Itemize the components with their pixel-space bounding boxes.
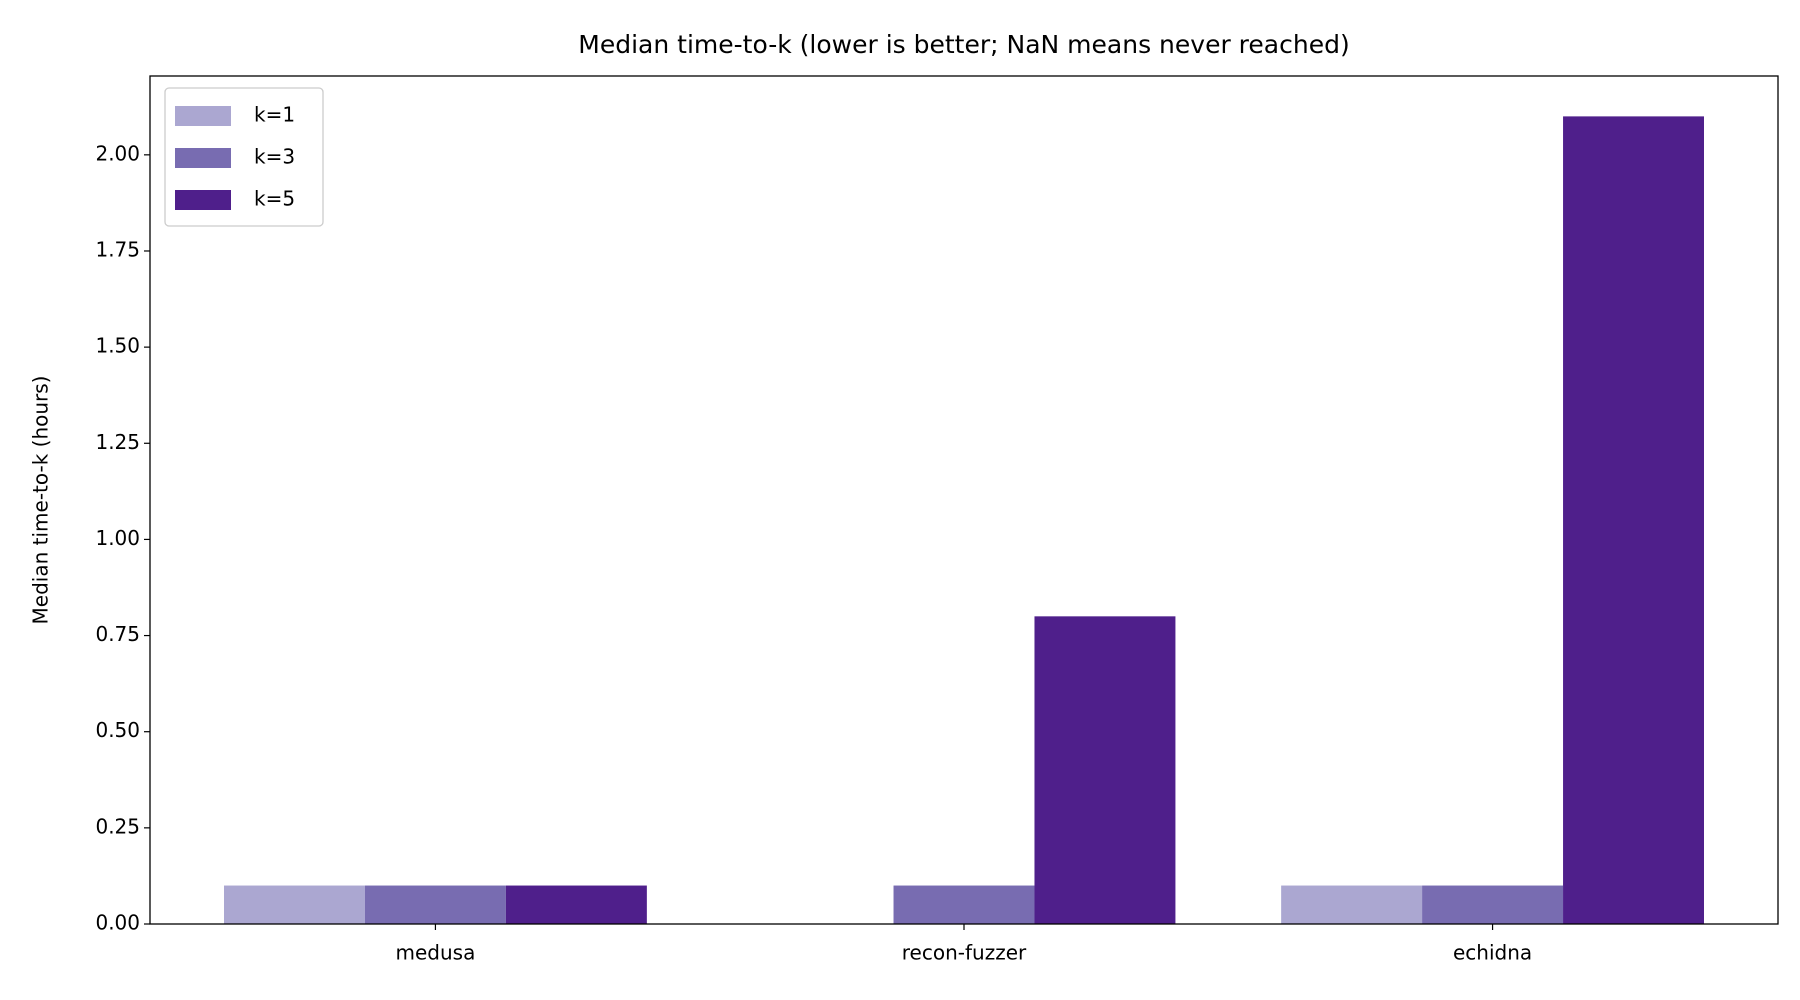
plot-frame bbox=[149, 75, 1779, 925]
y-tick-label: 1.75 bbox=[95, 237, 140, 261]
y-tick-label: 0.00 bbox=[95, 911, 140, 935]
x-tick-label: medusa bbox=[396, 941, 476, 965]
bar bbox=[1281, 885, 1423, 924]
legend-label: k=3 bbox=[254, 145, 295, 169]
y-tick-label: 1.25 bbox=[95, 430, 140, 454]
legend-label: k=1 bbox=[254, 103, 295, 127]
legend-swatch bbox=[175, 106, 231, 126]
bar bbox=[1563, 116, 1704, 924]
x-tick-label: recon-fuzzer bbox=[902, 941, 1027, 965]
y-axis-label: Median time-to-k (hours) bbox=[29, 376, 53, 625]
bar bbox=[505, 885, 647, 924]
y-tick-label: 0.25 bbox=[95, 814, 140, 838]
legend-label: k=5 bbox=[254, 187, 295, 211]
y-tick-label: 2.00 bbox=[95, 141, 140, 165]
y-tick-label: 1.00 bbox=[95, 526, 140, 550]
legend-swatch bbox=[175, 148, 231, 168]
legend-swatch bbox=[175, 190, 231, 210]
bar bbox=[364, 885, 506, 924]
bar bbox=[1034, 616, 1176, 924]
x-tick-label: echidna bbox=[1453, 941, 1532, 965]
bar bbox=[224, 885, 365, 924]
y-tick-label: 0.50 bbox=[95, 718, 140, 742]
bar bbox=[893, 885, 1035, 924]
y-tick-label: 0.75 bbox=[95, 622, 140, 646]
bar bbox=[1422, 885, 1564, 924]
y-tick-label: 1.50 bbox=[95, 334, 140, 358]
chart-title: Median time-to-k (lower is better; NaN m… bbox=[578, 30, 1349, 59]
